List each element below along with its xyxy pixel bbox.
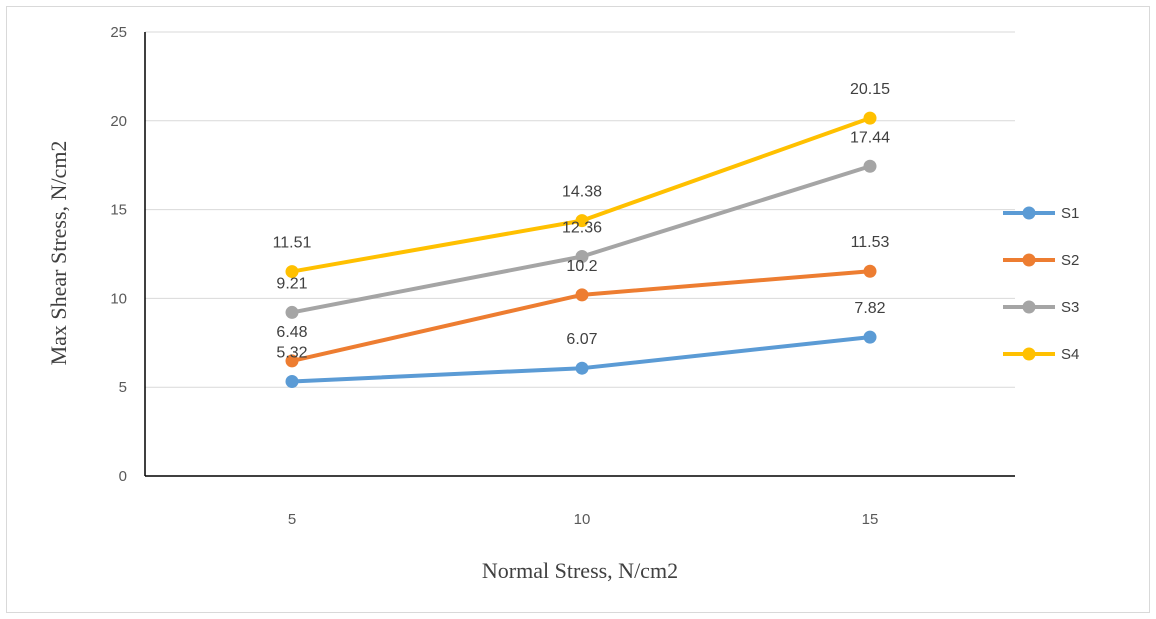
- legend-item-s2: S2: [1003, 252, 1079, 269]
- data-label-s3: 9.21: [276, 275, 307, 292]
- x-tick-label: 10: [574, 511, 591, 528]
- data-point-s2: [863, 264, 877, 278]
- x-axis-title: Normal Stress, N/cm2: [482, 558, 678, 583]
- data-point-s3: [575, 249, 589, 263]
- data-point-s3: [285, 305, 299, 319]
- data-point-s1: [863, 330, 877, 344]
- y-tick-label: 15: [110, 202, 127, 219]
- x-tick-label: 15: [862, 511, 879, 528]
- data-point-s4: [285, 265, 299, 279]
- legend-swatch-marker: [1022, 253, 1036, 267]
- x-tick-label: 5: [288, 511, 296, 528]
- y-tick-label: 20: [110, 113, 127, 130]
- data-label-s4: 11.51: [273, 235, 312, 252]
- data-labels: 5.32 6.07 7.82 6.48 10.2 11.53 9.21 12.36 17.44 1…: [273, 81, 891, 361]
- data-point-s3: [863, 159, 877, 173]
- y-tick-label: 10: [110, 290, 127, 307]
- legend-label: S4: [1061, 346, 1079, 363]
- data-point-s1: [285, 375, 299, 389]
- legend-item-s3: S3: [1003, 299, 1079, 316]
- data-point-s4: [863, 111, 877, 125]
- y-tick-label: 25: [110, 24, 127, 41]
- y-tick-label: 5: [119, 379, 127, 396]
- data-label-s4: 20.15: [850, 81, 890, 98]
- chart-frame: [6, 6, 1150, 613]
- legend: S1 S2 S3 S4: [1003, 205, 1079, 363]
- data-label-s3: 12.36: [562, 219, 602, 236]
- data-point-s4: [575, 214, 589, 228]
- data-label-s2: 10.2: [566, 258, 597, 275]
- data-label-s1: 5.32: [276, 345, 307, 362]
- legend-swatch-marker: [1022, 206, 1036, 220]
- data-point-s2: [575, 288, 589, 302]
- data-label-s2: 6.48: [276, 324, 307, 341]
- legend-label: S1: [1061, 205, 1079, 222]
- y-tick-label: 0: [119, 468, 127, 485]
- legend-item-s4: S4: [1003, 346, 1079, 363]
- legend-item-s1: S1: [1003, 205, 1079, 222]
- data-point-s2: [285, 354, 299, 368]
- data-point-s1: [575, 361, 589, 375]
- data-label-s2: 11.53: [851, 234, 890, 251]
- axes: 0 5 10 15 20 25 5 10 15: [110, 24, 1015, 528]
- data-label-s3: 17.44: [850, 129, 890, 146]
- data-label-s1: 7.82: [854, 300, 885, 317]
- data-label-s1: 6.07: [566, 331, 597, 348]
- legend-swatch-marker: [1022, 347, 1036, 361]
- y-axis-title: Max Shear Stress, N/cm2: [46, 141, 71, 366]
- legend-label: S3: [1061, 299, 1079, 316]
- series-group: [285, 111, 877, 389]
- legend-label: S2: [1061, 252, 1079, 269]
- legend-swatch-marker: [1022, 300, 1036, 314]
- data-label-s4: 14.38: [562, 184, 602, 201]
